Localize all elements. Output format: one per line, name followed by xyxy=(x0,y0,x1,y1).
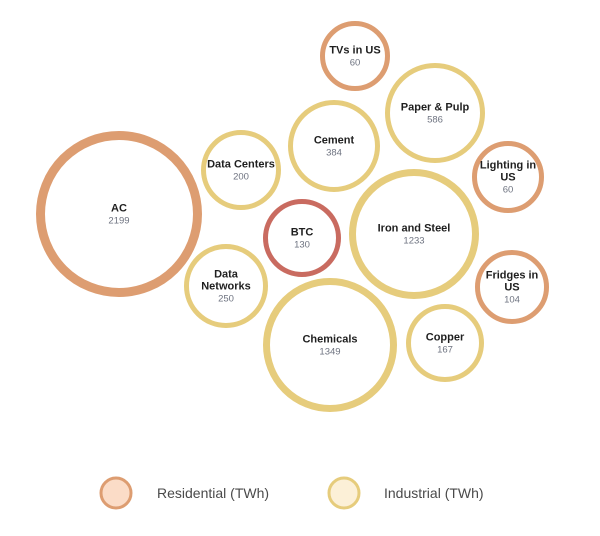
bubble-label: Paper & Pulp xyxy=(401,102,470,114)
bubble-value: 2199 xyxy=(108,216,129,227)
bubble-value: 384 xyxy=(326,148,342,159)
bubble-value: 60 xyxy=(503,185,514,196)
legend-swatch xyxy=(99,476,133,510)
bubble-label: Data Networks xyxy=(201,269,251,293)
bubble-value: 1349 xyxy=(319,347,340,358)
legend-label: Industrial (TWh) xyxy=(384,485,484,501)
bubble-circle xyxy=(263,199,341,277)
legend-swatch xyxy=(327,476,361,510)
bubble-circle xyxy=(406,304,484,382)
bubble-value: 586 xyxy=(427,115,443,126)
bubble-label: Iron and Steel xyxy=(378,223,451,235)
bubble-label: Cement xyxy=(314,135,355,147)
bubble-label: Chemicals xyxy=(302,334,357,346)
bubble-label: Data Centers xyxy=(207,159,275,171)
bubble-circle xyxy=(201,130,281,210)
bubble-circle xyxy=(475,250,549,324)
bubble-label: Fridges in US xyxy=(486,270,539,294)
bubble-circle xyxy=(385,63,485,163)
bubble-circle xyxy=(184,244,268,328)
bubble-circle xyxy=(36,131,202,297)
legend-label: Residential (TWh) xyxy=(157,485,269,501)
bubble-value: 1233 xyxy=(403,236,424,247)
bubble-value: 130 xyxy=(294,240,310,251)
bubble-circle xyxy=(263,278,397,412)
bubble-circle xyxy=(472,141,544,213)
bubble-value: 60 xyxy=(350,58,361,69)
bubble-value: 104 xyxy=(504,295,520,306)
legend-item-residential: Residential (TWh) xyxy=(99,476,269,510)
bubble-label: Lighting in US xyxy=(480,160,536,184)
bubble-label: BTC xyxy=(291,227,314,239)
bubble-circle xyxy=(349,169,479,299)
bubble-circle xyxy=(288,100,380,192)
legend-item-industrial: Industrial (TWh) xyxy=(327,476,484,510)
bubble-label: AC xyxy=(111,203,127,215)
bubble-label: TVs in US xyxy=(329,45,380,57)
bubble-circle xyxy=(320,21,390,91)
bubble-value: 250 xyxy=(218,294,234,305)
bubble-value: 167 xyxy=(437,345,453,356)
bubble-value: 200 xyxy=(233,172,249,183)
bubble-label: Copper xyxy=(426,332,465,344)
